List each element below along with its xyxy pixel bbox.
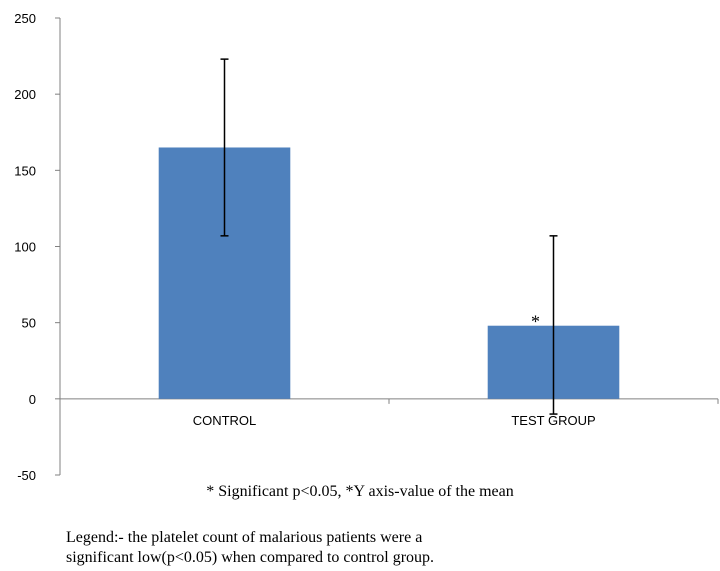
y-tick-label: 50 [22,316,36,331]
legend-note-line-1: Legend:- the platelet count of malarious… [66,529,423,546]
bars [158,147,620,399]
x-category-label: CONTROL [193,413,257,428]
y-tick-label: -50 [17,468,36,483]
legend-note: Legend:- the platelet count of malarious… [66,528,686,568]
y-tick-label: 100 [14,240,36,255]
y-tick-label: 0 [29,392,36,407]
labels: CONTROL TEST GROUP * [193,312,596,428]
significance-mark: * [531,312,540,332]
significance-footnote: * Significant p<0.05, *Y axis-value of t… [206,483,514,500]
error-bars [220,58,558,415]
x-category-label: TEST GROUP [511,413,595,428]
legend-note-line-2: significant low(p<0.05) when compared to… [66,549,435,566]
y-tick-label: 200 [14,87,36,102]
y-tick-label: 250 [14,11,36,26]
axes: -50 0 50 100 150 200 250 [14,11,719,483]
y-tick-label: 150 [14,163,36,178]
